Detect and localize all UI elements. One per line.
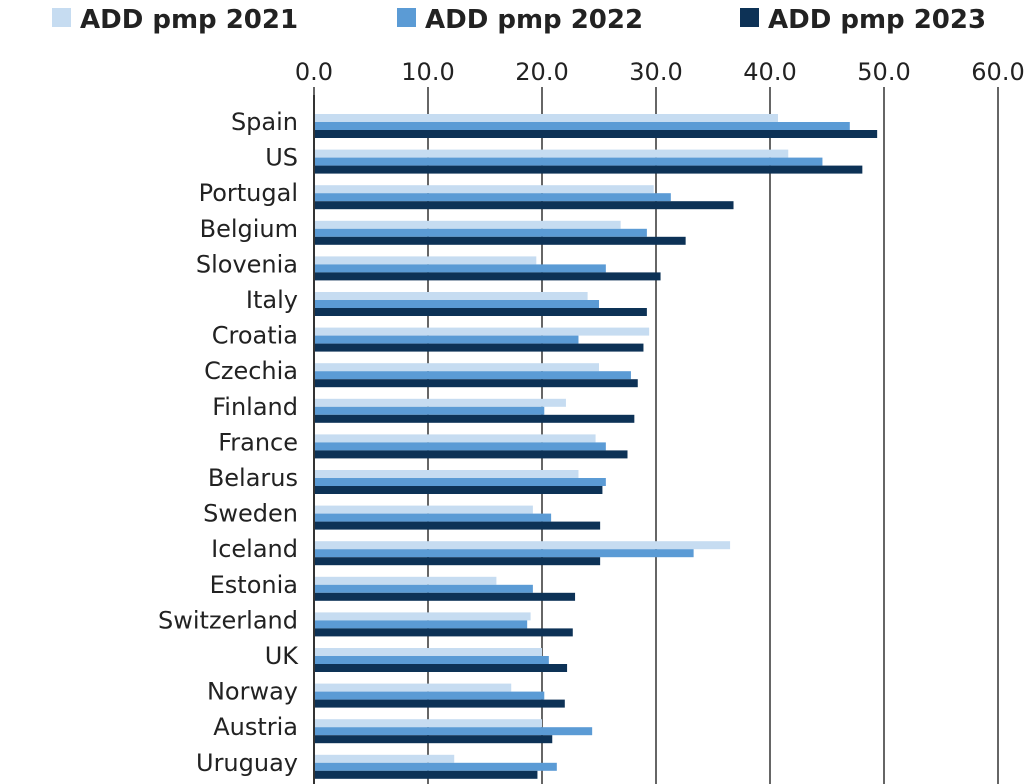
bar-france-add-pmp-2023 bbox=[314, 450, 628, 459]
bar-finland-add-pmp-2022 bbox=[314, 406, 545, 415]
bar-czechia-add-pmp-2023 bbox=[314, 379, 638, 388]
bar-belgium-add-pmp-2021 bbox=[314, 220, 621, 229]
bar-norway-add-pmp-2021 bbox=[314, 683, 512, 692]
bar-croatia-add-pmp-2021 bbox=[314, 327, 650, 336]
bar-spain-add-pmp-2023 bbox=[314, 130, 878, 138]
category-label-portugal: Portugal bbox=[199, 179, 298, 207]
bar-slovenia-add-pmp-2021 bbox=[314, 256, 537, 265]
bar-belgium-add-pmp-2023 bbox=[314, 236, 686, 245]
bar-norway-add-pmp-2023 bbox=[314, 699, 565, 708]
bar-us-add-pmp-2023 bbox=[314, 165, 863, 174]
bar-iceland-add-pmp-2023 bbox=[314, 557, 601, 566]
category-label-switzerland: Switzerland bbox=[158, 606, 298, 634]
bar-norway-add-pmp-2022 bbox=[314, 691, 545, 700]
bar-italy-add-pmp-2023 bbox=[314, 308, 647, 316]
bar-finland-add-pmp-2021 bbox=[314, 398, 566, 407]
x-tick-label-40-0: 40.0 bbox=[743, 58, 796, 86]
x-tick-label-30-0: 30.0 bbox=[629, 58, 682, 86]
category-label-belgium: Belgium bbox=[200, 215, 298, 243]
category-label-estonia: Estonia bbox=[210, 571, 298, 599]
x-tick-label-50-0: 50.0 bbox=[857, 58, 910, 86]
bar-belarus-add-pmp-2021 bbox=[314, 470, 579, 478]
bar-switzerland-add-pmp-2023 bbox=[314, 628, 573, 637]
bar-finland-add-pmp-2023 bbox=[314, 414, 635, 423]
legend-label-add-pmp-2023: ADD pmp 2023 bbox=[768, 5, 986, 35]
bar-sweden-add-pmp-2023 bbox=[314, 521, 601, 530]
bar-austria-add-pmp-2022 bbox=[314, 727, 593, 736]
bar-uruguay-add-pmp-2022 bbox=[314, 762, 557, 771]
bar-us-add-pmp-2021 bbox=[314, 149, 789, 158]
category-label-uruguay: Uruguay bbox=[196, 749, 298, 777]
category-label-finland: Finland bbox=[212, 393, 298, 421]
category-label-iceland: Iceland bbox=[211, 535, 298, 563]
category-label-italy: Italy bbox=[246, 286, 298, 314]
bar-belarus-add-pmp-2023 bbox=[314, 486, 603, 494]
bar-iceland-add-pmp-2021 bbox=[314, 541, 731, 550]
bar-czechia-add-pmp-2021 bbox=[314, 363, 599, 372]
bar-portugal-add-pmp-2023 bbox=[314, 201, 734, 210]
legend-swatch-add-pmp-2023 bbox=[740, 8, 759, 27]
bar-uk-add-pmp-2021 bbox=[314, 648, 542, 656]
bar-france-add-pmp-2021 bbox=[314, 434, 596, 443]
legend: ADD pmp 2021 ADD pmp 2022 ADD pmp 2023 bbox=[52, 5, 986, 35]
bar-us-add-pmp-2022 bbox=[314, 157, 823, 166]
bar-estonia-add-pmp-2021 bbox=[314, 576, 497, 585]
bar-belarus-add-pmp-2022 bbox=[314, 478, 606, 486]
bar-spain-add-pmp-2021 bbox=[314, 114, 778, 122]
legend-label-add-pmp-2021: ADD pmp 2021 bbox=[80, 5, 298, 35]
bar-spain-add-pmp-2022 bbox=[314, 122, 850, 130]
bar-belgium-add-pmp-2022 bbox=[314, 228, 647, 237]
bar-estonia-add-pmp-2022 bbox=[314, 584, 533, 593]
category-label-spain: Spain bbox=[231, 108, 298, 136]
bar-switzerland-add-pmp-2022 bbox=[314, 620, 528, 629]
bar-sweden-add-pmp-2022 bbox=[314, 513, 552, 522]
bar-slovenia-add-pmp-2023 bbox=[314, 272, 661, 281]
bar-uruguay-add-pmp-2023 bbox=[314, 770, 538, 779]
x-tick-label-60-0: 60.0 bbox=[971, 58, 1024, 86]
category-label-sweden: Sweden bbox=[203, 500, 298, 528]
category-label-belarus: Belarus bbox=[208, 464, 298, 492]
category-label-croatia: Croatia bbox=[212, 322, 298, 350]
legend-swatch-add-pmp-2022 bbox=[397, 8, 416, 27]
x-tick-label-0-0: 0.0 bbox=[295, 58, 333, 86]
bar-italy-add-pmp-2021 bbox=[314, 292, 588, 300]
bar-czechia-add-pmp-2022 bbox=[314, 371, 631, 380]
bar-croatia-add-pmp-2022 bbox=[314, 335, 579, 344]
bars bbox=[314, 114, 878, 779]
bar-estonia-add-pmp-2023 bbox=[314, 592, 576, 601]
x-axis-ticks: 0.0 10.0 20.0 30.0 40.0 50.0 60.0 bbox=[295, 58, 1025, 95]
bar-slovenia-add-pmp-2022 bbox=[314, 264, 606, 273]
category-label-france: France bbox=[218, 428, 298, 456]
bar-portugal-add-pmp-2021 bbox=[314, 185, 654, 194]
bar-uk-add-pmp-2022 bbox=[314, 656, 549, 664]
bar-austria-add-pmp-2021 bbox=[314, 719, 542, 728]
y-axis-categories: Spain US Portugal Belgium Slovenia Italy Croat… bbox=[158, 108, 299, 777]
bar-france-add-pmp-2022 bbox=[314, 442, 606, 451]
bar-croatia-add-pmp-2023 bbox=[314, 343, 644, 352]
category-label-austria: Austria bbox=[213, 713, 298, 741]
bar-uruguay-add-pmp-2021 bbox=[314, 754, 455, 763]
x-tick-label-20-0: 20.0 bbox=[515, 58, 568, 86]
bar-uk-add-pmp-2023 bbox=[314, 664, 568, 672]
bar-sweden-add-pmp-2021 bbox=[314, 505, 533, 514]
legend-swatch-add-pmp-2021 bbox=[52, 8, 71, 27]
category-label-uk: UK bbox=[265, 642, 300, 670]
category-label-slovenia: Slovenia bbox=[196, 250, 298, 278]
legend-label-add-pmp-2022: ADD pmp 2022 bbox=[425, 5, 643, 35]
category-label-czechia: Czechia bbox=[204, 357, 298, 385]
bar-iceland-add-pmp-2022 bbox=[314, 549, 694, 558]
x-tick-label-10-0: 10.0 bbox=[401, 58, 454, 86]
bar-portugal-add-pmp-2022 bbox=[314, 193, 671, 202]
category-label-us: US bbox=[265, 144, 298, 172]
bar-switzerland-add-pmp-2021 bbox=[314, 612, 531, 621]
category-label-norway: Norway bbox=[207, 678, 298, 706]
bar-austria-add-pmp-2023 bbox=[314, 735, 553, 744]
bar-italy-add-pmp-2022 bbox=[314, 300, 599, 308]
